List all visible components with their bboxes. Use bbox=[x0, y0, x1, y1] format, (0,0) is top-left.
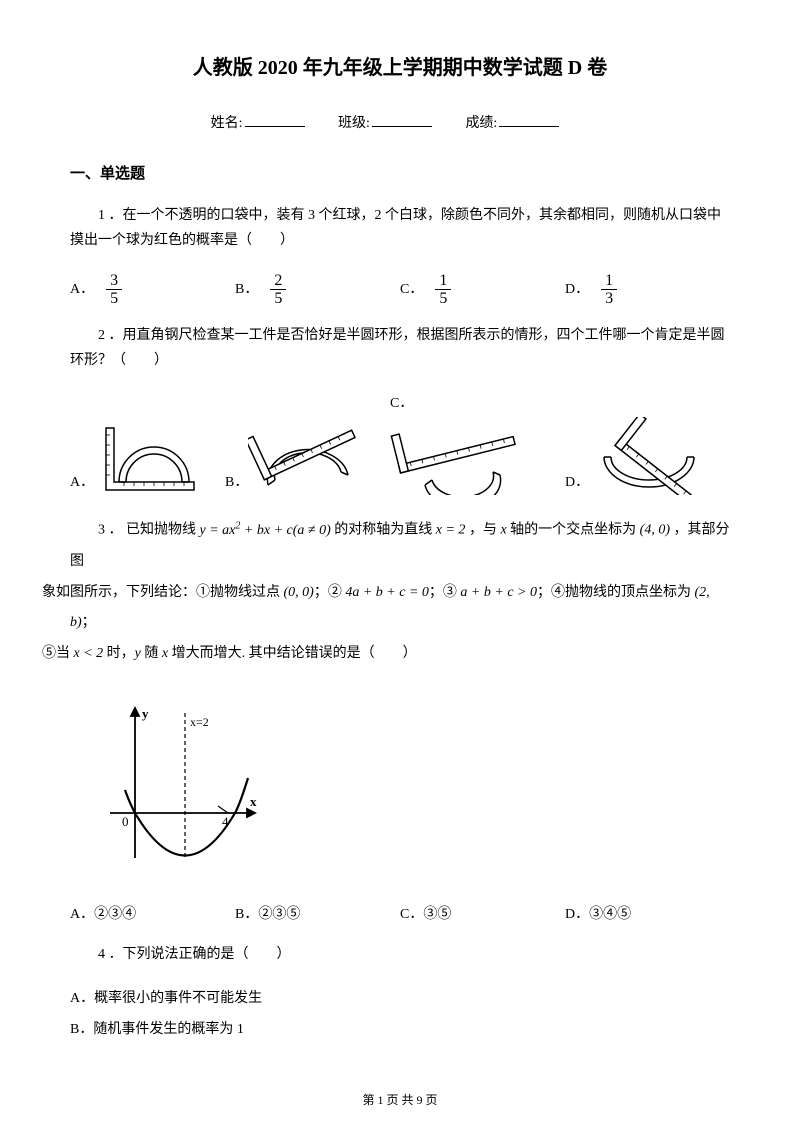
opt-label: D． bbox=[565, 277, 589, 302]
q2-fig-a bbox=[94, 420, 204, 495]
opt-label: A． bbox=[70, 277, 94, 302]
q2-label-d: D． bbox=[565, 470, 589, 495]
q2-text: 2 ．用直角钢尺检查某一工件是否恰好是半圆环形，根据图所表示的情形，四个工件哪一… bbox=[70, 323, 730, 373]
t: 增大而增大. 其中结论错误的是（ ） bbox=[168, 646, 417, 661]
page-footer: 第 1 页 共 9 页 bbox=[0, 1090, 800, 1112]
opt-text: A．②③④ bbox=[70, 902, 136, 927]
q3-opt-c[interactable]: C．③⑤ bbox=[400, 902, 565, 927]
t: (0, 0) bbox=[284, 585, 314, 600]
q3-options: A．②③④ B．②③⑤ C．③⑤ D．③④⑤ bbox=[70, 902, 730, 927]
frac-den: 3 bbox=[601, 290, 617, 308]
frac-num: 1 bbox=[435, 272, 451, 291]
t: ；② bbox=[314, 585, 346, 600]
t: 轴的一个交点坐标为 bbox=[507, 523, 640, 538]
q3-opt-d[interactable]: D．③④⑤ bbox=[565, 902, 730, 927]
t: 象如图所示，下列结论：①抛物线过点 bbox=[42, 585, 284, 600]
t: ；③ bbox=[429, 585, 461, 600]
opt-label: C． bbox=[400, 277, 423, 302]
q1-options: A． 35 B． 25 C． 15 D． 13 bbox=[70, 272, 730, 308]
opt-text: D．③④⑤ bbox=[565, 902, 631, 927]
t: ，与 bbox=[465, 523, 500, 538]
t: (4, 0) bbox=[640, 523, 670, 538]
t: 时， bbox=[103, 646, 135, 661]
q1-opt-a[interactable]: A． 35 bbox=[70, 272, 235, 308]
score-label: 成绩: bbox=[465, 116, 497, 131]
frac-den: 5 bbox=[106, 290, 122, 308]
frac-den: 5 bbox=[270, 290, 286, 308]
frac-num: 1 bbox=[601, 272, 617, 291]
q4-opt-a[interactable]: A．概率很小的事件不可能发生 bbox=[70, 986, 730, 1011]
t: ⑤当 bbox=[42, 646, 74, 661]
q3-text: 3 ． 已知抛物线 y = ax2 + bx + c(a ≠ 0) 的对称轴为直… bbox=[70, 515, 730, 670]
student-info: 姓名: 班级: 成绩: bbox=[70, 111, 730, 136]
section-heading: 一、单选题 bbox=[70, 161, 730, 188]
frac-num: 3 bbox=[106, 272, 122, 291]
frac-den: 5 bbox=[435, 290, 451, 308]
opt-text: B．②③⑤ bbox=[235, 902, 300, 927]
q2-label-b: B． bbox=[225, 470, 248, 495]
q1-opt-c[interactable]: C． 15 bbox=[400, 272, 565, 308]
q4-text: 4 ．下列说法正确的是（ ） bbox=[70, 942, 730, 967]
pt4-label: 4 bbox=[222, 814, 229, 829]
t: 随 bbox=[141, 646, 162, 661]
class-label: 班级: bbox=[338, 116, 370, 131]
t: x < 2 bbox=[74, 646, 104, 661]
score-blank[interactable] bbox=[499, 126, 559, 127]
q1-opt-b[interactable]: B． 25 bbox=[235, 272, 400, 308]
name-blank[interactable] bbox=[245, 126, 305, 127]
name-label: 姓名: bbox=[211, 116, 243, 131]
q3-pre: 3 ． 已知抛物线 bbox=[98, 523, 200, 538]
q3-opt-a[interactable]: A．②③④ bbox=[70, 902, 235, 927]
opt-text: C．③⑤ bbox=[400, 902, 451, 927]
q3-f2: x = 2 bbox=[436, 523, 466, 538]
q1-opt-d[interactable]: D． 13 bbox=[565, 272, 730, 308]
t: 4a + b + c = 0 bbox=[345, 585, 429, 600]
origin-label: 0 bbox=[122, 814, 129, 829]
t: 的对称轴为直线 bbox=[331, 523, 436, 538]
q3-graph: y x x=2 0 4 bbox=[100, 698, 270, 868]
exam-title: 人教版 2020 年九年级上学期期中数学试题 D 卷 bbox=[70, 50, 730, 86]
q1-text: 1 ．在一个不透明的口袋中，装有 3 个红球，2 个白球，除颜色不同外，其余都相… bbox=[70, 203, 730, 253]
q2-label-a: A． bbox=[70, 470, 94, 495]
q3-opt-b[interactable]: B．②③⑤ bbox=[235, 902, 400, 927]
class-blank[interactable] bbox=[372, 126, 432, 127]
q2-figures: A． B． bbox=[70, 391, 730, 495]
y-axis-label: y bbox=[142, 706, 149, 721]
opt-label: B． bbox=[235, 277, 258, 302]
t: ；④抛物线的顶点坐标为 bbox=[537, 585, 695, 600]
q3-formula1: y = ax2 + bx + c(a ≠ 0) bbox=[200, 523, 331, 538]
q2-label-c: C． bbox=[390, 391, 413, 416]
q2-fig-d bbox=[589, 417, 709, 495]
q4-opt-b[interactable]: B．随机事件发生的概率为 1 bbox=[70, 1017, 730, 1042]
q2-fig-b bbox=[248, 415, 378, 495]
q2-fig-c bbox=[390, 420, 530, 495]
t: a + b + c > 0 bbox=[460, 585, 537, 600]
t: ； bbox=[82, 615, 96, 630]
frac-num: 2 bbox=[270, 272, 286, 291]
dash-label: x=2 bbox=[190, 715, 209, 729]
x-axis-label: x bbox=[250, 794, 257, 809]
